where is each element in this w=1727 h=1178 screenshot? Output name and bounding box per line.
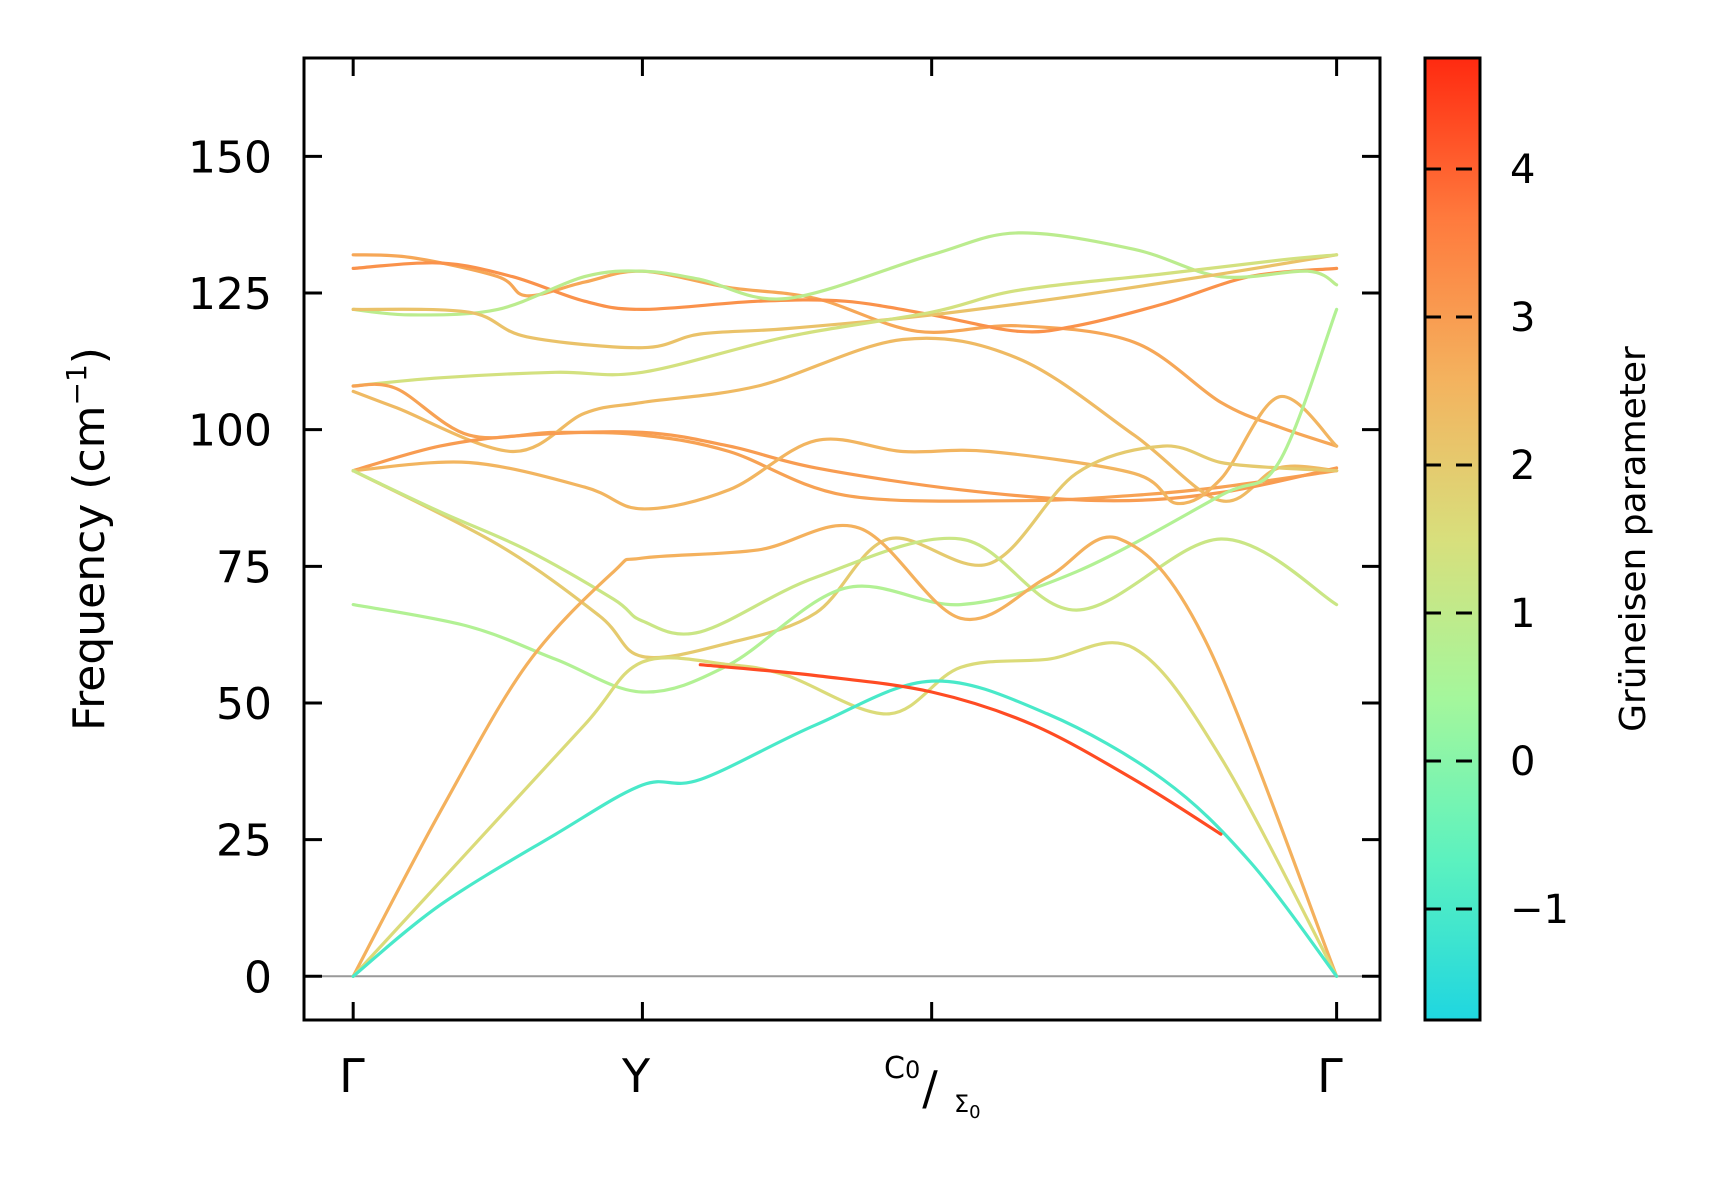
y-axis-label-text: Frequency (cm	[64, 405, 115, 731]
kpoint-c-label: C0	[884, 1051, 920, 1086]
phonon-band-8	[351, 395, 1339, 511]
phonon-bands	[351, 231, 1339, 978]
k-point-labels: Γ Y C0 / Σ0 Γ	[339, 1049, 1343, 1123]
phonon-band-2	[351, 231, 1339, 317]
phonon-band-15	[698, 663, 1223, 836]
x-axis-ticks	[351, 58, 1339, 1020]
kpoint-label-c0-sigma0: C0 / Σ0	[884, 1051, 981, 1123]
kpoint-label-y: Y	[621, 1049, 651, 1103]
y-axis-label-close: )	[64, 347, 115, 364]
plot-frame	[302, 56, 1382, 1022]
y-tick-label: 125	[188, 269, 272, 320]
colorbar-tick-label: 4	[1510, 147, 1535, 193]
y-axis-label-unit-superscript: −1	[60, 364, 93, 405]
colorbar-tick-label: −1	[1510, 887, 1569, 933]
kpoint-label-gamma-start: Γ	[339, 1049, 365, 1103]
kpoint-c-letter: C	[884, 1051, 905, 1086]
phonon-band-3	[351, 253, 1339, 350]
phonon-band-14	[351, 679, 1339, 978]
y-axis-label: Frequency (cm−1)	[60, 347, 115, 731]
y-tick-label: 150	[188, 132, 272, 183]
phonon-band-1	[351, 261, 1339, 334]
colorbar-gradient	[1423, 56, 1482, 1022]
y-tick-label: 25	[216, 816, 272, 867]
colorbar-tick-label: 2	[1510, 443, 1535, 489]
y-tick-label: 0	[244, 952, 272, 1003]
phonon-band-13	[351, 641, 1339, 978]
y-tick-label: 50	[216, 679, 272, 730]
phonon-band-5	[351, 382, 1339, 503]
colorbar-tick-label: 3	[1510, 295, 1535, 341]
y-tick-label: 75	[216, 542, 272, 593]
phonon-band-4	[351, 253, 1339, 388]
phonon-band-7	[351, 430, 1339, 503]
colorbar-tick-label: 0	[1510, 739, 1535, 785]
phonon-band-10	[351, 469, 1339, 636]
kpoint-sigma-sub: 0	[969, 1102, 980, 1123]
kpoint-sigma-letter: Σ	[954, 1090, 969, 1118]
phonon-band-6	[351, 336, 1339, 503]
kpoint-label-gamma-end: Γ	[1317, 1049, 1343, 1103]
phonon-band-11	[351, 307, 1339, 694]
plot-area: 0 25 50 75 100 125 150	[188, 56, 1382, 1022]
colorbar-label: Grüneisen parameter	[1613, 346, 1654, 732]
colorbar: −1 0 1 2 3 4 Grüneisen parameter	[1423, 56, 1654, 1022]
y-axis-ticks: 0 25 50 75 100 125 150	[188, 132, 1380, 1003]
phonon-band-9	[351, 444, 1339, 660]
y-tick-label: 100	[188, 406, 272, 457]
colorbar-tick-label: 1	[1510, 591, 1535, 637]
kpoint-slash: /	[922, 1061, 938, 1115]
kpoint-c-sub: 0	[905, 1056, 920, 1084]
colorbar-ticks: −1 0 1 2 3 4	[1425, 147, 1569, 933]
kpoint-sigma-label: Σ0	[954, 1090, 981, 1123]
phonon-band-12	[351, 523, 1339, 978]
